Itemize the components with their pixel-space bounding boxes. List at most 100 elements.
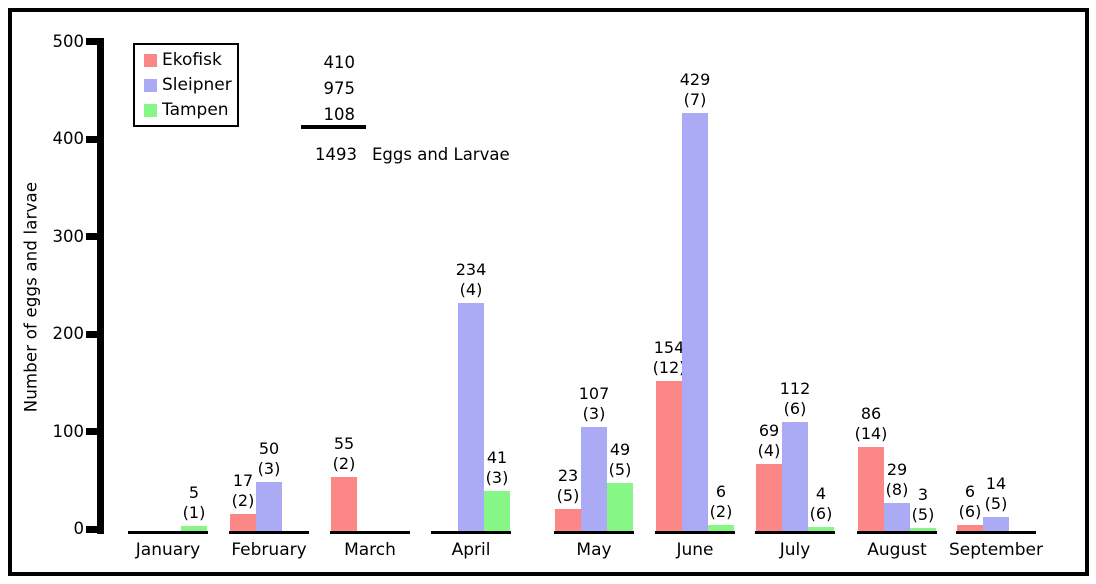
bar-value: 23 [557, 466, 579, 485]
bar-label-ekofisk-february: 17 (2) [213, 471, 273, 510]
legend-item-sleipner: Sleipner [144, 75, 237, 96]
bar-sleipner-june [682, 113, 708, 531]
bar-tampen-april [484, 491, 510, 531]
chart-border [8, 8, 1089, 576]
bar-count: (14) [854, 423, 888, 443]
y-tick-label: 300 [52, 226, 85, 246]
x-baseline-january [128, 531, 208, 534]
bar-label-tampen-may: 49 (5) [590, 440, 650, 479]
bar-count: (3) [257, 458, 281, 478]
y-tick [86, 233, 97, 240]
bar-label-tampen-january: 5 (1) [164, 483, 224, 522]
bar-ekofisk-may [555, 509, 581, 531]
bar-value: 17 [232, 471, 254, 490]
x-tick-label-august: August [867, 540, 927, 560]
bar-sleipner-february [256, 482, 282, 531]
bar-count: (2) [332, 453, 356, 473]
bar-label-tampen-august: 3 (5) [893, 485, 953, 524]
bar-count: (8) [885, 479, 909, 499]
x-tick-label-september: September [949, 540, 1043, 560]
bar-count: (6) [958, 501, 982, 521]
bar-sleipner-august [884, 503, 910, 531]
x-baseline-april [431, 531, 511, 534]
bar-ekofisk-february [230, 514, 256, 531]
bar-label-sleipner-february: 50 (3) [239, 439, 299, 478]
x-baseline-july [755, 531, 835, 534]
bar-sleipner-april [458, 303, 484, 531]
bar-value: 69 [758, 421, 780, 440]
y-tick [86, 330, 97, 338]
y-tick-label: 100 [52, 421, 85, 441]
grand-total-value: 1493 [315, 145, 357, 164]
bar-value: 234 [455, 260, 487, 279]
bar-value: 86 [860, 404, 882, 423]
x-tick-label-april: April [451, 540, 491, 560]
bar-label-ekofisk-march: 55 (2) [314, 434, 374, 473]
bar-count: (5) [556, 485, 580, 505]
bar-tampen-may [607, 483, 633, 531]
total-ekofisk: 410 [323, 53, 356, 72]
bar-value: 55 [333, 434, 355, 453]
bar-label-sleipner-may: 107 (3) [564, 384, 624, 423]
legend-item-tampen: Tampen [144, 100, 237, 121]
y-tick-label: 500 [52, 31, 85, 51]
bar-value: 41 [486, 448, 508, 467]
bar-count: (4) [757, 440, 781, 460]
bar-label-sleipner-june: 429 (7) [665, 70, 725, 109]
legend-swatch-ekofisk [144, 53, 157, 67]
x-baseline-march [330, 531, 410, 534]
bar-value: 49 [609, 440, 631, 459]
bar-count: (3) [485, 467, 509, 487]
bar-tampen-july [808, 527, 834, 531]
x-baseline-february [229, 531, 309, 534]
bar-ekofisk-march [331, 477, 357, 531]
bar-label-ekofisk-july: 69 (4) [739, 421, 799, 460]
bar-tampen-january [181, 526, 207, 531]
bar-count: (12) [652, 357, 686, 377]
bar-value: 154 [653, 338, 685, 357]
grand-total-row: 1493 Eggs and Larvae [280, 145, 510, 165]
x-tick-label-june: June [676, 540, 714, 560]
bar-count: (4) [459, 279, 483, 299]
bar-value: 107 [578, 384, 610, 403]
bar-value: 4 [815, 484, 827, 503]
legend-label: Sleipner [162, 74, 232, 95]
bar-value: 6 [715, 482, 727, 501]
bar-label-ekofisk-august: 86 (14) [841, 404, 901, 443]
x-tick-label-january: January [135, 540, 201, 560]
legend: Ekofisk Sleipner Tampen [133, 43, 239, 127]
grand-total-label: Eggs and Larvae [372, 145, 510, 164]
bar-count: (5) [911, 504, 935, 524]
legend-label: Tampen [162, 99, 229, 120]
x-baseline-may [554, 531, 634, 534]
y-tick [86, 38, 97, 45]
bar-count: (2) [231, 490, 255, 510]
legend-item-ekofisk: Ekofisk [144, 50, 237, 71]
y-tick [86, 135, 97, 143]
bar-count: (6) [783, 398, 807, 418]
x-tick-label-march: March [344, 540, 396, 560]
bar-label-ekofisk-june: 154 (12) [639, 338, 699, 377]
x-baseline-june [655, 531, 735, 534]
legend-swatch-sleipner [144, 78, 157, 92]
bar-sleipner-may [581, 427, 607, 531]
sum-rule [301, 125, 366, 129]
total-tampen: 108 [323, 105, 356, 124]
bar-value: 5 [188, 483, 200, 502]
x-baseline-september [956, 531, 1036, 534]
y-tick-label: 400 [52, 129, 85, 148]
bar-ekofisk-august [858, 447, 884, 531]
bar-label-sleipner-september: 14 (5) [966, 474, 1026, 513]
bar-label-tampen-april: 41 (3) [467, 448, 527, 487]
legend-label: Ekofisk [162, 49, 222, 70]
bar-label-ekofisk-september: 6 (6) [940, 482, 1000, 521]
x-tick-label-may: May [576, 540, 612, 560]
bar-label-sleipner-july: 112 (6) [765, 379, 825, 418]
bar-value: 50 [258, 439, 280, 458]
bar-value: 6 [964, 482, 976, 501]
x-baseline-august [857, 531, 937, 534]
bar-sleipner-july [782, 422, 808, 531]
bar-count: (2) [709, 501, 733, 521]
bar-ekofisk-september [957, 525, 983, 531]
bar-value: 429 [679, 70, 711, 89]
